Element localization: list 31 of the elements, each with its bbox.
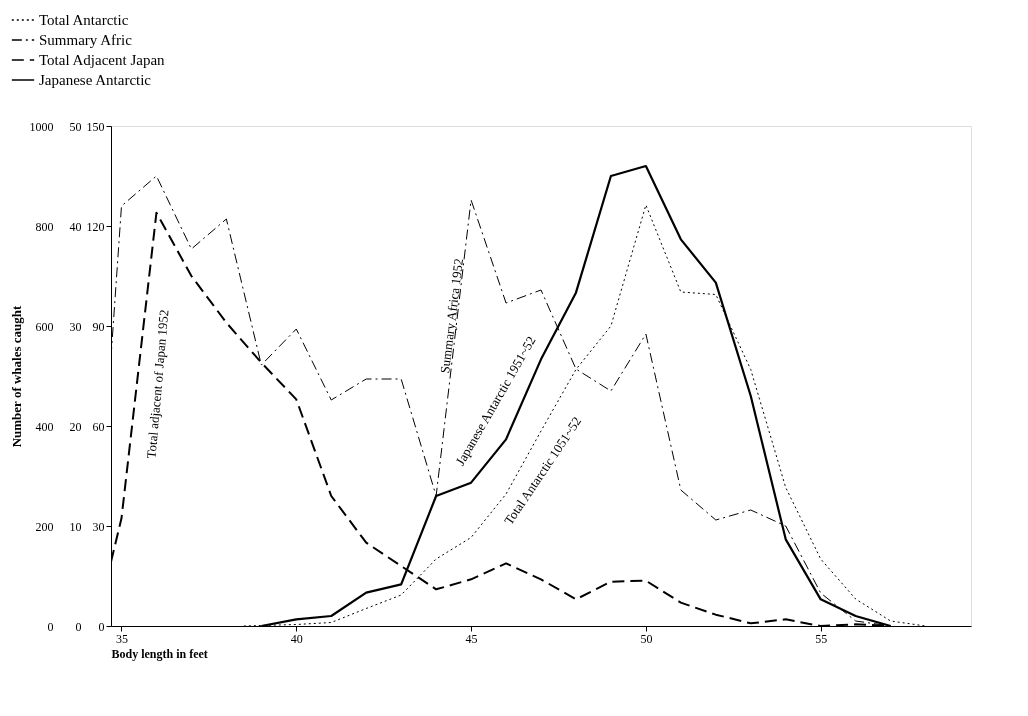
y-tick-label: 600 xyxy=(35,319,54,334)
y2-tick-label: 0 xyxy=(75,619,82,634)
legend-label: Total Antarctic xyxy=(39,12,129,28)
y-axis-title: Number of whales caught xyxy=(8,304,24,448)
x-tick-label: 35 xyxy=(115,631,128,646)
x-axis-title: Body length in feet xyxy=(111,646,208,661)
y-tick-label: 0 xyxy=(47,619,54,634)
x-tick-label: 45 xyxy=(465,631,478,646)
y-tick-label: 200 xyxy=(35,519,54,534)
y2-tick-label: 30 xyxy=(69,319,82,334)
x-tick-label: 40 xyxy=(290,631,303,646)
y2-tick-label: 40 xyxy=(69,219,82,234)
y3-tick-label: 30 xyxy=(92,519,105,534)
y2-tick-label: 50 xyxy=(69,119,82,134)
y-tick-label: 800 xyxy=(35,219,54,234)
y3-tick-label: 60 xyxy=(92,419,105,434)
y-tick-label: 400 xyxy=(35,419,54,434)
annotation: Total adjacent of Japan 1952 xyxy=(143,308,172,459)
x-tick-label: 50 xyxy=(640,631,653,646)
y2-tick-label: 20 xyxy=(69,419,82,434)
y3-tick-label: 0 xyxy=(98,619,105,634)
legend-label: Japanese Antarctic xyxy=(39,72,152,88)
y3-tick-label: 90 xyxy=(92,319,105,334)
annotation: Summary Africa 1952 xyxy=(437,257,466,375)
y3-tick-label: 150 xyxy=(86,119,105,134)
y-tick-label: 1000 xyxy=(29,119,54,134)
legend-label: Summary Afric xyxy=(39,32,133,48)
x-tick-label: 55 xyxy=(815,631,828,646)
y2-tick-label: 10 xyxy=(69,519,82,534)
legend-label: Total Adjacent Japan xyxy=(39,52,166,68)
y3-tick-label: 120 xyxy=(86,219,105,234)
